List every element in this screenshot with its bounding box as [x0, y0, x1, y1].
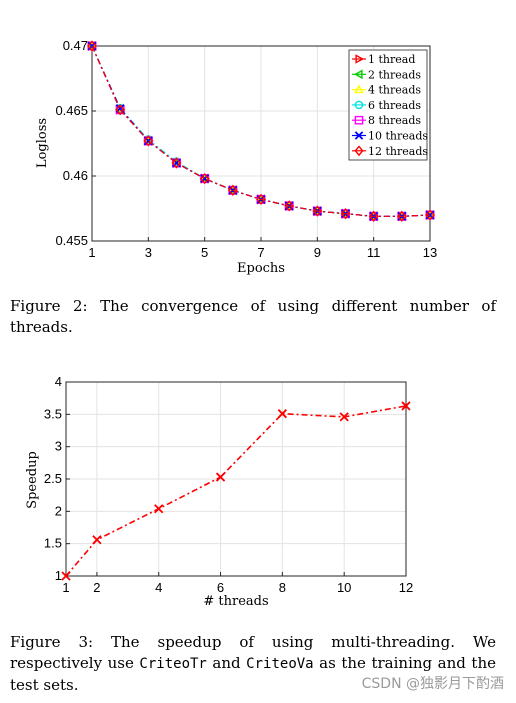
- chart1-legend-marker: [353, 69, 363, 80]
- chart1-legend-label: 10 threads: [368, 130, 428, 143]
- chart2-data-point: [154, 504, 164, 514]
- chart2-x-tick-label: 4: [155, 580, 162, 595]
- chart1-data-point: [397, 210, 407, 222]
- chart1-xlabel: Epochs: [237, 261, 285, 276]
- chart1-data-point: [284, 200, 294, 212]
- chart2-x-tick-label: 12: [399, 580, 413, 595]
- chart1-legend-entry: 10 threads: [352, 130, 428, 143]
- figure3-caption-text-2: and: [206, 654, 247, 672]
- chart2-y-tick-label: 2: [55, 503, 62, 518]
- chart1-legend-label: 12 threads: [368, 145, 428, 158]
- chart2-data-point: [215, 472, 226, 482]
- chart1-data-point: [228, 184, 238, 196]
- chart1-x-tick-label: 7: [257, 245, 264, 260]
- chart1-y-tick-label: 0.47: [63, 38, 88, 53]
- chart2-y-tick-label: 1: [55, 568, 62, 583]
- chart-speedup: 1 2 4 6 8 10 12 11.522.533.54 # threads Speedu…: [25, 374, 413, 609]
- chart1-data-point: [115, 104, 125, 116]
- chart2-series-line: [65, 405, 407, 577]
- chart1-legend-marker: [354, 100, 364, 110]
- chart1-legend-marker: [355, 54, 365, 64]
- chart1-legend-label: 2 threads: [368, 68, 421, 81]
- chart1-series-line: [91, 45, 431, 217]
- chart1-data-point: [256, 194, 266, 204]
- chart1-ylabel: Logloss: [35, 118, 50, 168]
- chart1-legend-entry: 8 threads: [352, 114, 421, 127]
- chart1-y-ticks: 0.455 0.46 0.465 0.47: [55, 38, 96, 248]
- chart2-y-tick-label: 4: [55, 374, 62, 389]
- chart1-x-ticks: 1 3 5 7 9 11 13: [88, 237, 437, 260]
- chart2-x-tick-label: 1: [62, 580, 69, 595]
- chart1-legend-label: 4 threads: [368, 84, 421, 97]
- chart1-legend: 1 thread 2 threads 4 threads 6 threads 8 thr…: [348, 49, 428, 161]
- chart1-legend-marker: [354, 145, 364, 157]
- chart2-x-ticks: 1 2 4 6 8 10 12: [62, 572, 413, 595]
- chart1-legend-marker: [354, 115, 364, 125]
- chart2-data-point: [339, 412, 349, 422]
- chart1-data-point: [340, 208, 351, 220]
- chart1-series-7: [87, 40, 435, 222]
- chart1-legend-entry: 1 thread: [352, 53, 415, 66]
- chart1-series: [86, 40, 436, 222]
- chart2-x-tick-label: 6: [217, 580, 224, 595]
- chart2-y-tick-label: 1.5: [44, 536, 62, 551]
- chart2-y-ticks: 1 1.5 2 2.5 3 3.5 4: [44, 374, 70, 583]
- chart1-data-point: [368, 210, 379, 222]
- chart2-data-point: [277, 409, 288, 419]
- chart1-y-tick-label: 0.455: [55, 233, 88, 248]
- chart2-grid: [65, 381, 407, 577]
- figure3-caption-text-1: Figure 3: The speedup of using multi-thr…: [10, 633, 496, 672]
- chart1-legend-entry: 6 threads: [352, 99, 421, 112]
- figure3-caption: Figure 3: The speedup of using multi-thr…: [10, 632, 496, 696]
- chart2-series-1: [61, 401, 411, 581]
- chart2-data-point: [61, 571, 71, 581]
- chart1-legend-marker: [354, 131, 364, 140]
- figure2-caption: Figure 2: The convergence of using diffe…: [10, 297, 496, 336]
- chart1-data-point: [227, 185, 238, 195]
- chart2-y-tick-label: 2.5: [44, 471, 62, 486]
- chart1-legend-entry: 2 threads: [352, 68, 421, 81]
- criteotr-code: CriteoTr: [139, 656, 207, 672]
- chart1-data-point: [143, 135, 154, 147]
- chart1-x-tick-label: 3: [145, 245, 152, 260]
- chart1-x-tick-label: 5: [201, 245, 208, 260]
- chart1-legend-label: 6 threads: [368, 99, 421, 112]
- chart1-legend-marker: [354, 84, 364, 94]
- chart1-data-point: [199, 172, 210, 185]
- chart1-data-point: [256, 193, 266, 206]
- chart1-legend-entry: 12 threads: [352, 145, 428, 158]
- chart2-y-tick-label: 3: [55, 439, 62, 454]
- figure3-caption-text-3: as the training and the test sets.: [10, 654, 496, 694]
- chart1-legend-entry: 4 threads: [352, 84, 421, 97]
- chart1-data-point: [87, 40, 97, 50]
- chart2-data-point: [401, 401, 411, 411]
- chart1-y-tick-label: 0.46: [63, 168, 88, 183]
- watermark: CSDN @独影月下酌酒: [361, 676, 504, 692]
- chart1-x-tick-label: 9: [314, 245, 321, 260]
- criteova-code: CriteoVa: [246, 656, 314, 672]
- chart2-x-tick-label: 8: [279, 580, 286, 595]
- chart1-x-tick-label: 1: [88, 245, 95, 260]
- chart1-x-tick-label: 13: [423, 245, 437, 260]
- chart2-series: [61, 401, 411, 581]
- chart1-data-point: [312, 205, 323, 217]
- chart2-ylabel: Speedup: [25, 451, 40, 509]
- chart1-data-point: [425, 209, 435, 221]
- chart2-data-point: [92, 535, 102, 545]
- chart1-legend-label: 1 thread: [368, 53, 415, 66]
- chart1-x-tick-label: 11: [367, 245, 381, 260]
- chart1-data-point: [171, 157, 182, 169]
- chart1-legend-label: 8 threads: [368, 114, 421, 127]
- chart2-xlabel: # threads: [203, 594, 268, 609]
- chart1-data-point: [87, 40, 97, 52]
- chart1-y-tick-label: 0.465: [55, 103, 88, 118]
- chart2-x-tick-label: 10: [337, 580, 351, 595]
- chart2-x-tick-label: 2: [93, 580, 100, 595]
- chart2-y-tick-label: 3.5: [44, 406, 62, 421]
